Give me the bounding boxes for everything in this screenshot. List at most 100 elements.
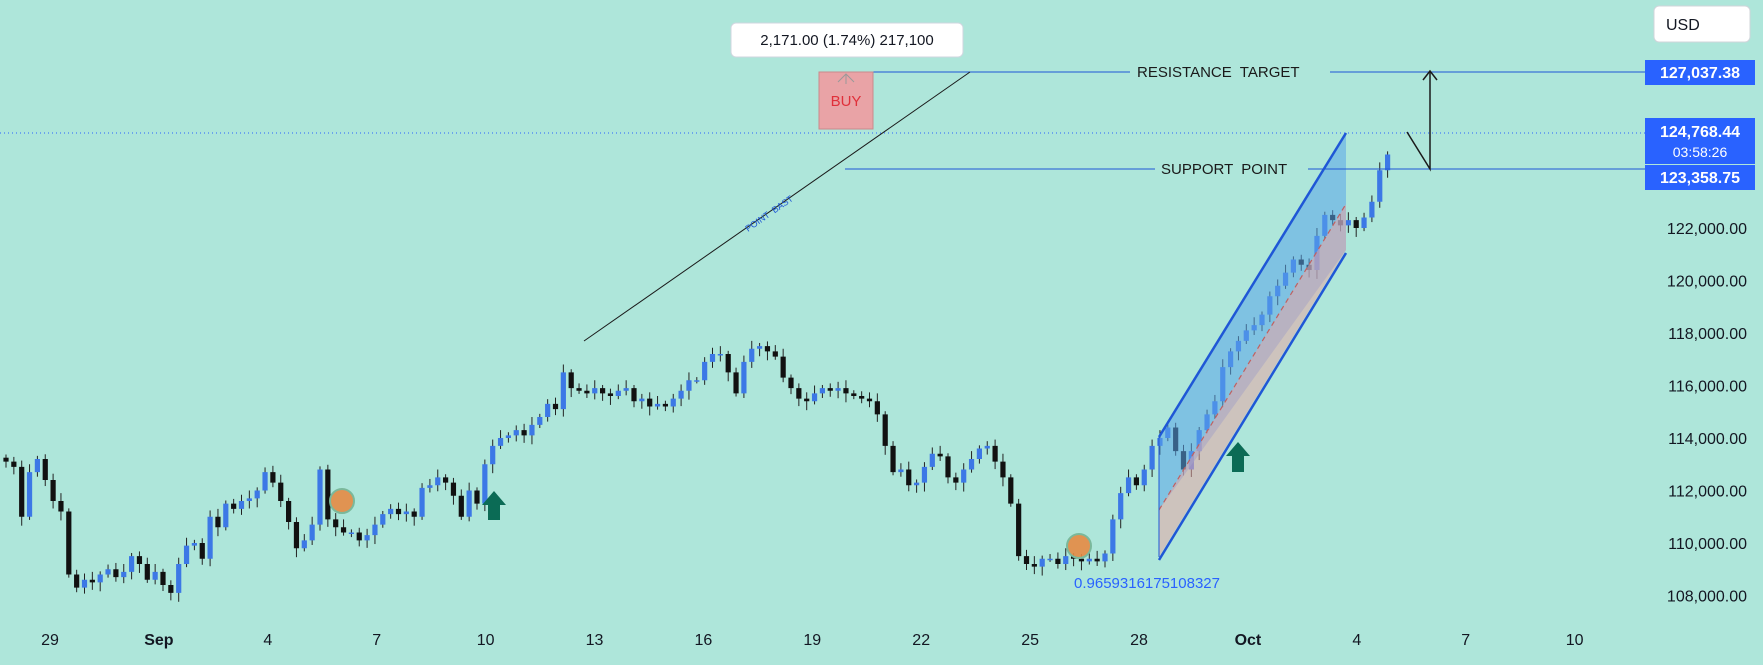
candle (537, 417, 543, 425)
currency-button[interactable] (1653, 5, 1751, 43)
candle (811, 393, 818, 402)
candle (372, 524, 378, 536)
candle (427, 485, 433, 488)
up-arrow-icon (482, 491, 506, 520)
candle (529, 424, 535, 436)
candle (207, 516, 213, 559)
up-arrow-icon (1226, 442, 1250, 472)
candle (364, 535, 370, 541)
candle (984, 445, 990, 449)
candle (34, 459, 40, 473)
resistance-price-badge (1645, 60, 1755, 85)
candle (333, 519, 339, 528)
channel-mid-line (1158, 203, 1347, 511)
candle (976, 448, 982, 459)
candle (3, 457, 9, 462)
candle (961, 469, 967, 483)
candle (592, 388, 598, 394)
candle (1031, 564, 1037, 567)
orange-marker-icon (1066, 533, 1092, 559)
x-tick-label: 4 (1352, 632, 1361, 649)
buy-arrow-head (837, 73, 855, 83)
x-tick-label: 4 (263, 632, 272, 649)
candle (921, 466, 928, 483)
candle (937, 453, 943, 457)
x-tick-label: 7 (372, 632, 381, 649)
candle (1149, 445, 1155, 470)
candle (121, 571, 127, 578)
channel-upper-line (1157, 132, 1348, 438)
candle (50, 480, 56, 501)
candle (882, 414, 888, 446)
candle (160, 571, 166, 585)
candle (1141, 469, 1147, 486)
candle (254, 490, 260, 499)
support-label: SUPPORT POINT (1161, 161, 1287, 178)
candle (466, 490, 472, 517)
x-tick-label: 16 (695, 632, 713, 649)
candle (505, 435, 511, 438)
candle (1086, 558, 1092, 562)
candle (560, 372, 566, 410)
candle (317, 469, 323, 525)
candle (1125, 477, 1132, 494)
candle (521, 430, 527, 436)
candle (647, 398, 653, 407)
candle (270, 472, 276, 483)
candle (945, 456, 951, 478)
candle (388, 508, 394, 515)
fib-value-label: 0.9659316175108327 (1074, 575, 1220, 592)
candle (1102, 553, 1108, 562)
candle (1008, 477, 1014, 504)
candle (286, 501, 292, 522)
candle (168, 585, 174, 593)
candle (348, 532, 354, 534)
candle (1353, 220, 1359, 228)
candle (1055, 558, 1061, 564)
ascending-channel[interactable] (1157, 132, 1348, 561)
candle (113, 569, 119, 578)
projection-arrow-head (1422, 69, 1438, 81)
candle (890, 445, 896, 473)
candle (81, 579, 88, 588)
x-tick-label: 28 (1130, 632, 1148, 649)
candle (757, 346, 763, 349)
candle (866, 398, 873, 402)
candle (1094, 558, 1100, 562)
orange-marker-icon (329, 488, 355, 514)
candle (482, 464, 488, 504)
candle (443, 477, 449, 483)
candle (278, 482, 284, 501)
x-tick-label: 25 (1021, 632, 1039, 649)
x-tick-label: 29 (41, 632, 59, 649)
candle (419, 487, 425, 517)
candle (827, 388, 833, 391)
candle (497, 438, 504, 446)
candle (568, 372, 574, 389)
candle (1063, 556, 1069, 564)
candle (26, 472, 33, 517)
candle (340, 527, 347, 533)
candle (772, 351, 778, 357)
candle (1039, 558, 1045, 567)
candle (474, 490, 480, 504)
candle (780, 356, 786, 378)
candle (953, 477, 959, 483)
x-axis[interactable]: 29 Sep 4 7 10 13 16 19 22 25 28 Oct 4 7 10 (41, 632, 1583, 649)
channel-lower-fill (1159, 204, 1346, 557)
candle (1000, 461, 1006, 478)
candle (914, 482, 920, 486)
candle (238, 501, 245, 509)
candle (639, 398, 645, 402)
candle (89, 579, 95, 583)
candle (403, 511, 409, 515)
candle (1361, 217, 1367, 228)
projection-path (1406, 72, 1431, 172)
candle (19, 466, 25, 517)
candle (1047, 558, 1053, 561)
x-tick-label: 7 (1461, 632, 1470, 649)
point-bast-line[interactable] (583, 71, 971, 342)
